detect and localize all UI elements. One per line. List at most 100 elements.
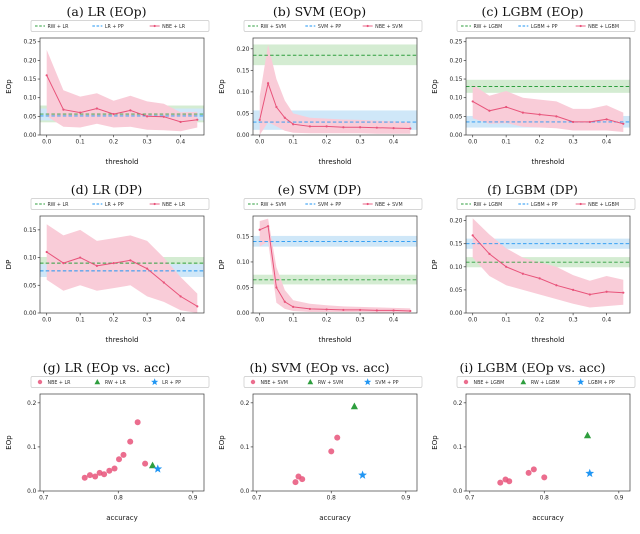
svg-text:threshold: threshold xyxy=(106,336,139,344)
svg-text:0.05: 0.05 xyxy=(23,283,36,289)
svg-text:0.7: 0.7 xyxy=(252,496,262,502)
svg-text:0.1: 0.1 xyxy=(76,318,86,324)
svg-text:DP: DP xyxy=(431,260,439,270)
svg-text:0.1: 0.1 xyxy=(240,445,250,451)
svg-text:0.05: 0.05 xyxy=(23,114,36,120)
svg-text:0.05: 0.05 xyxy=(449,114,462,120)
svg-text:SVM + PP: SVM + PP xyxy=(375,380,398,386)
svg-text:0.0: 0.0 xyxy=(255,140,265,146)
svg-text:RW + LR: RW + LR xyxy=(105,380,127,386)
svg-text:threshold: threshold xyxy=(532,336,565,344)
svg-text:accuracy: accuracy xyxy=(319,514,351,522)
svg-text:0.9: 0.9 xyxy=(614,496,624,502)
panel-title: (e) SVM (DP) xyxy=(277,182,362,197)
svg-text:0.4: 0.4 xyxy=(602,140,612,146)
svg-text:0.9: 0.9 xyxy=(401,496,411,502)
svg-text:0.1: 0.1 xyxy=(502,318,512,324)
svg-text:LR + PP: LR + PP xyxy=(105,24,124,30)
svg-text:NBE + LGBM: NBE + LGBM xyxy=(588,202,619,208)
svg-text:0.00: 0.00 xyxy=(236,311,249,317)
svg-text:SVM + PP: SVM + PP xyxy=(318,202,341,208)
chart-canvas: 0.0 0.1 0.2 0.3 0.4 0.00 0.05 0.10 0.15 0.20 thres… xyxy=(216,19,423,169)
svg-text:0.4: 0.4 xyxy=(602,318,612,324)
svg-text:NBE + SVM: NBE + SVM xyxy=(261,380,288,386)
svg-text:0.05: 0.05 xyxy=(236,111,249,117)
panel-title: (g) LR (EOp vs. acc) xyxy=(42,360,171,375)
svg-text:threshold: threshold xyxy=(319,336,352,344)
svg-text:NBE + SVM: NBE + SVM xyxy=(375,24,402,30)
svg-text:0.4: 0.4 xyxy=(389,140,399,146)
svg-text:RW + LR: RW + LR xyxy=(48,24,70,30)
chart-canvas: 0.0 0.1 0.2 0.3 0.4 0.00 0.05 0.10 0.15 0.20 0.25 t… xyxy=(429,19,636,169)
svg-text:0.20: 0.20 xyxy=(449,58,462,64)
svg-text:NBE + LGBM: NBE + LGBM xyxy=(588,24,619,30)
svg-text:0.7: 0.7 xyxy=(39,496,49,502)
svg-text:0.10: 0.10 xyxy=(449,96,462,102)
svg-text:RW + LGBM: RW + LGBM xyxy=(531,380,560,386)
svg-text:0.20: 0.20 xyxy=(23,58,36,64)
svg-text:NBE + LR: NBE + LR xyxy=(162,202,186,208)
svg-text:0.2: 0.2 xyxy=(322,140,332,146)
panel-title: (c) LGBM (EOp) xyxy=(481,4,584,19)
panel-title: (h) SVM (EOp vs. acc) xyxy=(249,360,390,375)
chart-canvas: 0.0 0.1 0.2 0.3 0.4 0.00 0.05 0.10 0.15 0.20 thres… xyxy=(429,197,636,347)
svg-text:threshold: threshold xyxy=(319,158,352,166)
svg-text:0.8: 0.8 xyxy=(540,496,550,502)
svg-text:0.3: 0.3 xyxy=(568,140,578,146)
svg-text:0.2: 0.2 xyxy=(109,140,119,146)
svg-text:0.05: 0.05 xyxy=(449,288,462,294)
svg-text:0.1: 0.1 xyxy=(27,445,37,451)
svg-text:0.0: 0.0 xyxy=(468,318,478,324)
svg-text:LGBM + PP: LGBM + PP xyxy=(531,202,558,208)
svg-text:LGBM + PP: LGBM + PP xyxy=(588,380,615,386)
svg-text:0.15: 0.15 xyxy=(236,68,249,74)
svg-text:0.10: 0.10 xyxy=(236,260,249,266)
svg-text:0.00: 0.00 xyxy=(23,133,36,139)
svg-text:0.2: 0.2 xyxy=(453,401,463,407)
svg-text:EOp: EOp xyxy=(431,79,439,94)
svg-text:0.15: 0.15 xyxy=(23,77,36,83)
svg-text:0.7: 0.7 xyxy=(465,496,475,502)
svg-text:0.9: 0.9 xyxy=(188,496,198,502)
svg-text:0.15: 0.15 xyxy=(449,242,462,248)
svg-text:0.00: 0.00 xyxy=(236,133,249,139)
svg-text:DP: DP xyxy=(218,260,226,270)
svg-text:0.1: 0.1 xyxy=(502,140,512,146)
svg-text:threshold: threshold xyxy=(532,158,565,166)
chart-canvas: 0.7 0.8 0.9 0.0 0.1 0.2 accuracy EOp NBE + SVM RW… xyxy=(216,375,423,525)
svg-text:0.8: 0.8 xyxy=(327,496,337,502)
svg-text:0.0: 0.0 xyxy=(468,140,478,146)
svg-text:NBE + SVM: NBE + SVM xyxy=(375,202,402,208)
chart-canvas: 0.7 0.8 0.9 0.0 0.1 0.2 accuracy EOp NBE + LR RW … xyxy=(3,375,210,525)
svg-text:0.3: 0.3 xyxy=(355,140,365,146)
chart-canvas: 0.0 0.1 0.2 0.3 0.4 0.00 0.05 0.10 0.15 0.20 0.25 t… xyxy=(3,19,210,169)
svg-text:LR + PP: LR + PP xyxy=(105,202,124,208)
svg-text:0.2: 0.2 xyxy=(535,140,545,146)
svg-text:LR + PP: LR + PP xyxy=(162,380,181,386)
svg-text:0.0: 0.0 xyxy=(42,318,52,324)
svg-text:0.10: 0.10 xyxy=(23,96,36,102)
svg-text:RW + LR: RW + LR xyxy=(48,202,70,208)
svg-text:NBE + LGBM: NBE + LGBM xyxy=(474,380,505,386)
svg-text:0.3: 0.3 xyxy=(142,318,152,324)
svg-text:accuracy: accuracy xyxy=(532,514,564,522)
svg-text:0.2: 0.2 xyxy=(27,401,37,407)
chart-canvas: 0.0 0.1 0.2 0.3 0.4 0.00 0.05 0.10 0.15 threshold… xyxy=(3,197,210,347)
svg-text:RW + SVM: RW + SVM xyxy=(261,202,286,208)
svg-text:0.00: 0.00 xyxy=(449,133,462,139)
svg-text:0.15: 0.15 xyxy=(449,77,462,83)
svg-text:EOp: EOp xyxy=(5,435,13,450)
svg-text:0.3: 0.3 xyxy=(142,140,152,146)
svg-text:0.0: 0.0 xyxy=(240,489,250,495)
svg-text:0.20: 0.20 xyxy=(236,47,249,53)
svg-text:RW + SVM: RW + SVM xyxy=(261,24,286,30)
svg-text:0.8: 0.8 xyxy=(114,496,124,502)
panel-title: (d) LR (DP) xyxy=(70,182,143,197)
panel-a: (a) LR (EOp) 0.0 0.1 0.2 0.3 0.4 0.00 0.05 0.10… xyxy=(0,0,213,178)
svg-text:0.25: 0.25 xyxy=(23,40,36,46)
svg-text:0.2: 0.2 xyxy=(535,318,545,324)
panel-title: (f) LGBM (DP) xyxy=(487,182,578,197)
svg-text:0.05: 0.05 xyxy=(236,285,249,291)
panel-i: (i) LGBM (EOp vs. acc) 0.7 0.8 0.9 0.0 0.1 0.… xyxy=(426,356,639,534)
